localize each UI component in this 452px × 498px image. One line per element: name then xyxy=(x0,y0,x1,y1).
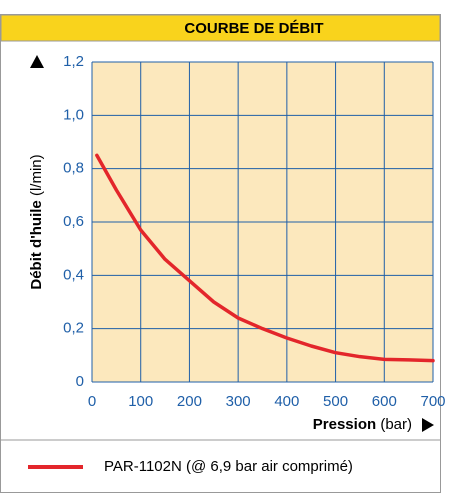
y-tick-label: 1,0 xyxy=(63,106,84,123)
x-tick-label: 200 xyxy=(177,393,202,410)
y-label-bold: Débit d'huile xyxy=(28,200,45,289)
y-tick-label: 1,2 xyxy=(63,53,84,70)
y-tick-label: 0,4 xyxy=(63,266,84,283)
x-arrow xyxy=(422,418,434,432)
x-tick-label: 600 xyxy=(372,393,397,410)
chart-title: COURBE DE DÉBIT xyxy=(184,20,323,37)
x-label-bold: Pression xyxy=(313,416,376,433)
x-tick-label: 500 xyxy=(323,393,348,410)
y-tick-label: 0,2 xyxy=(63,320,84,337)
header xyxy=(0,14,441,42)
y-tick-label: 0 xyxy=(76,373,84,390)
x-tick-label: 0 xyxy=(88,393,96,410)
x-axis-label: Pression (bar) xyxy=(313,416,412,433)
y-tick-label: 0,8 xyxy=(63,160,84,177)
x-tick-label: 400 xyxy=(274,393,299,410)
curve xyxy=(95,153,435,363)
x-tick-label: 300 xyxy=(226,393,251,410)
x-tick-label: 100 xyxy=(128,393,153,410)
x-tick-label: 700 xyxy=(420,393,445,410)
x-label-unit: (bar) xyxy=(380,416,412,433)
legend-label: PAR-1102N (@ 6,9 bar air comprimé) xyxy=(104,458,353,475)
y-axis-label: Débit d'huile (l/min) xyxy=(28,154,45,289)
y-label-unit: (l/min) xyxy=(28,154,45,196)
y-tick-label: 0,6 xyxy=(63,213,84,230)
y-arrow xyxy=(30,55,44,68)
